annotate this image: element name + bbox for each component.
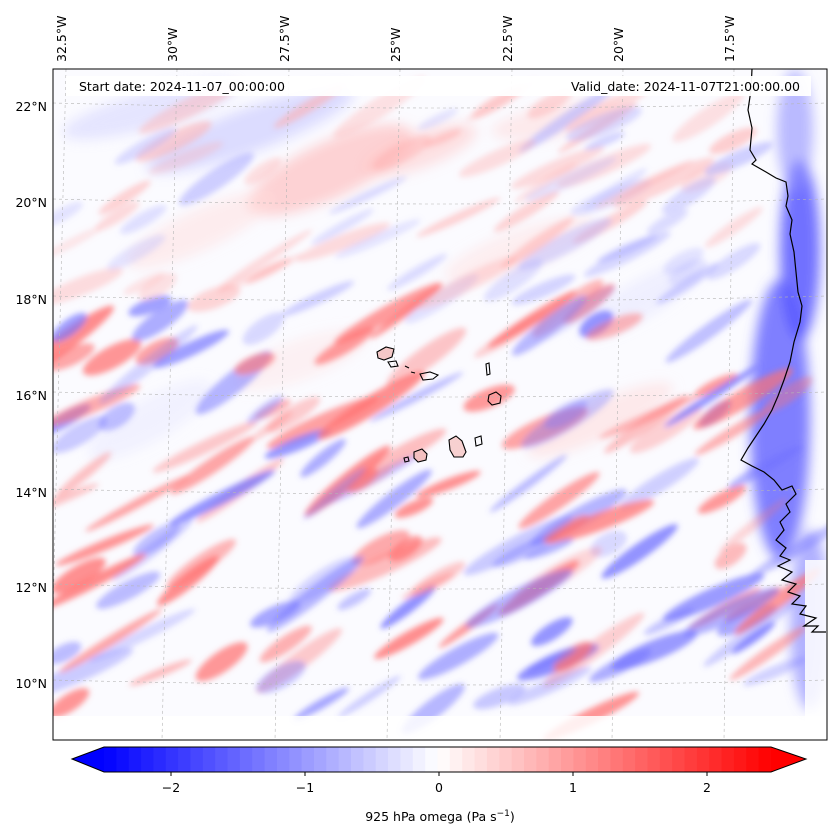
cape-verde-islands (376, 346, 502, 463)
lon-label: 25°W (388, 27, 403, 62)
valid-date-text: Valid_date: 2024-11-07T21:00:00.00 (571, 79, 800, 94)
colorbar-step (499, 747, 513, 772)
colorbar-step (696, 747, 710, 772)
colorbar-step (511, 747, 525, 772)
graticule (53, 69, 827, 740)
colorbar-tick-label: 1 (569, 780, 577, 795)
lat-label: 20°N (15, 195, 47, 210)
colorbar-step (474, 747, 488, 772)
colorbar-step (548, 747, 562, 772)
colorbar-outline (70, 746, 808, 773)
lon-label: 27.5°W (277, 16, 292, 62)
omega-field (53, 69, 827, 740)
colorbar-extend-high (771, 747, 806, 772)
longitude-labels: 32.5°W 30°W 27.5°W 25°W 22.5°W 20°W 17.5… (54, 16, 737, 62)
colorbar-step (746, 747, 760, 772)
colorbar-step (523, 747, 537, 772)
lat-label: 18°N (15, 292, 47, 307)
africa-coastline (740, 69, 826, 633)
colorbar-step (264, 747, 278, 772)
map-frame (52, 68, 828, 741)
colorbar-step (622, 747, 636, 772)
colorbar-step (276, 747, 290, 772)
colorbar-step (573, 747, 587, 772)
colorbar-step (141, 747, 154, 772)
colorbar-step (684, 747, 698, 772)
colorbar-tick-label: 0 (435, 780, 443, 795)
colorbar-step (252, 747, 266, 772)
colorbar-step (338, 747, 352, 772)
colorbar-step (672, 747, 686, 772)
colorbar-step (301, 747, 315, 772)
colorbar-step (598, 747, 611, 772)
colorbar-step (375, 747, 389, 772)
colorbar-step (202, 747, 216, 772)
colorbar-step (437, 747, 451, 772)
colorbar-step (561, 747, 574, 772)
colorbar-step (289, 747, 303, 772)
colorbar-step (400, 747, 414, 772)
colorbar-ticks (170, 772, 708, 776)
colorbar-step (536, 747, 550, 772)
lat-label: 12°N (15, 580, 47, 595)
colorbar-step (351, 747, 364, 772)
colorbar-step (326, 747, 340, 772)
colorbar: −2 −1 0 1 2 925 hPa omega (Pa s−1) (70, 746, 808, 824)
colorbar-step (313, 747, 327, 772)
colorbar-step (733, 747, 747, 772)
colorbar-step (486, 747, 500, 772)
lat-label: 16°N (15, 388, 47, 403)
colorbar-extend-low (72, 747, 104, 772)
lon-label: 17.5°W (722, 16, 737, 62)
colorbar-step (709, 747, 723, 772)
colorbar-step (758, 747, 772, 772)
colorbar-step (659, 747, 673, 772)
colorbar-step (585, 747, 599, 772)
colorbar-step (190, 747, 204, 772)
latitude-labels: 22°N 20°N 18°N 16°N 14°N 12°N 10°N (15, 99, 47, 691)
colorbar-step (178, 747, 191, 772)
lon-label: 20°W (611, 27, 626, 62)
colorbar-step (239, 747, 253, 772)
colorbar-step (153, 747, 167, 772)
start-date-text: Start date: 2024-11-07_00:00:00 (79, 79, 285, 94)
colorbar-step (449, 747, 463, 772)
lat-label: 14°N (15, 485, 47, 500)
colorbar-step (104, 747, 117, 772)
colorbar-step (363, 747, 377, 772)
colorbar-step (610, 747, 624, 772)
colorbar-step (227, 747, 241, 772)
colorbar-step (116, 747, 130, 772)
lat-label: 22°N (15, 99, 47, 114)
colorbar-step (425, 747, 438, 772)
colorbar-tick-label: 2 (703, 780, 711, 795)
colorbar-step (721, 747, 735, 772)
lon-label: 30°W (165, 27, 180, 62)
map-panel: Start date: 2024-11-07_00:00:00 Valid_da… (15, 16, 828, 741)
colorbar-tick-label: −2 (162, 780, 180, 795)
colorbar-step (388, 747, 401, 772)
lon-label: 22.5°W (500, 16, 515, 62)
colorbar-step (647, 747, 661, 772)
colorbar-tick-label: −1 (296, 780, 314, 795)
colorbar-step (412, 747, 426, 772)
colorbar-step (635, 747, 648, 772)
colorbar-step (462, 747, 476, 772)
colorbar-step (165, 747, 179, 772)
colorbar-label: 925 hPa omega (Pa s−1) (365, 809, 515, 824)
lat-label: 10°N (15, 676, 47, 691)
colorbar-step (128, 747, 142, 772)
colorbar-step (215, 747, 229, 772)
lon-label: 32.5°W (54, 16, 69, 62)
